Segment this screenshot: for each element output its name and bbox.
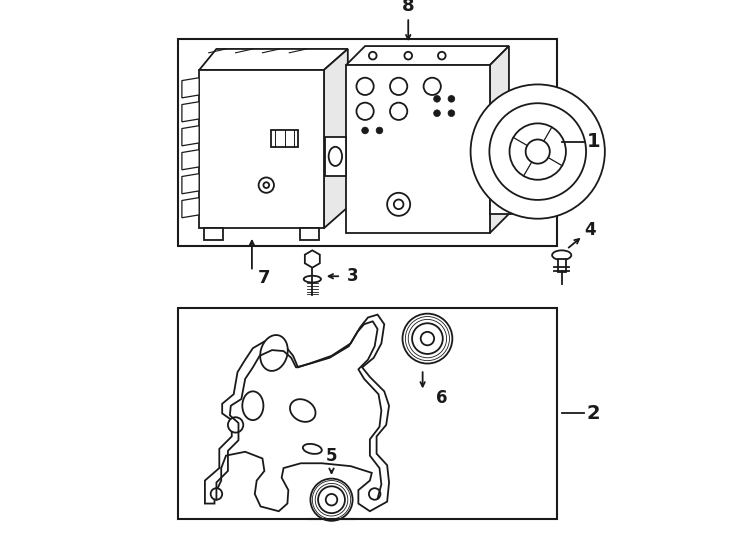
Polygon shape — [182, 198, 199, 218]
Circle shape — [448, 96, 455, 102]
Circle shape — [357, 78, 374, 95]
Ellipse shape — [304, 276, 321, 282]
Circle shape — [470, 84, 605, 219]
Text: 7: 7 — [258, 269, 271, 287]
Circle shape — [448, 110, 455, 117]
Ellipse shape — [303, 444, 321, 454]
Bar — [271, 130, 298, 147]
Ellipse shape — [242, 392, 264, 420]
Ellipse shape — [290, 399, 316, 422]
Circle shape — [394, 199, 404, 209]
Circle shape — [357, 103, 374, 120]
Polygon shape — [324, 49, 348, 228]
Text: 6: 6 — [436, 389, 448, 407]
Circle shape — [434, 96, 440, 102]
Circle shape — [509, 123, 566, 180]
Bar — [204, 228, 223, 240]
Bar — [325, 137, 346, 176]
Circle shape — [438, 52, 446, 59]
Bar — [346, 65, 490, 233]
Polygon shape — [182, 174, 199, 194]
Circle shape — [228, 417, 243, 433]
Bar — [199, 70, 324, 228]
Circle shape — [390, 78, 407, 95]
Bar — [490, 118, 520, 214]
Circle shape — [404, 52, 412, 59]
Polygon shape — [199, 49, 348, 70]
Text: 2: 2 — [586, 404, 600, 423]
Circle shape — [402, 314, 452, 363]
Text: 8: 8 — [402, 0, 415, 15]
Bar — [558, 259, 565, 272]
Circle shape — [412, 323, 443, 354]
Text: 4: 4 — [585, 221, 596, 239]
Bar — [178, 308, 557, 519]
Polygon shape — [490, 46, 509, 233]
Circle shape — [424, 78, 441, 95]
Circle shape — [376, 127, 383, 134]
Polygon shape — [182, 150, 199, 170]
Polygon shape — [346, 46, 509, 65]
Circle shape — [310, 478, 352, 521]
Polygon shape — [182, 126, 199, 146]
Ellipse shape — [329, 147, 342, 166]
Circle shape — [369, 488, 380, 500]
Circle shape — [211, 488, 222, 500]
Text: 3: 3 — [346, 267, 358, 285]
Text: 1: 1 — [586, 132, 600, 152]
Circle shape — [434, 110, 440, 117]
Circle shape — [387, 193, 410, 216]
Polygon shape — [182, 78, 199, 98]
Text: 5: 5 — [326, 447, 337, 464]
Bar — [300, 228, 319, 240]
Circle shape — [318, 487, 345, 513]
Polygon shape — [182, 102, 199, 122]
Bar — [178, 39, 557, 246]
Circle shape — [369, 52, 377, 59]
Circle shape — [390, 103, 407, 120]
Circle shape — [490, 103, 586, 200]
Circle shape — [362, 127, 368, 134]
Ellipse shape — [552, 251, 571, 260]
Ellipse shape — [260, 335, 288, 371]
